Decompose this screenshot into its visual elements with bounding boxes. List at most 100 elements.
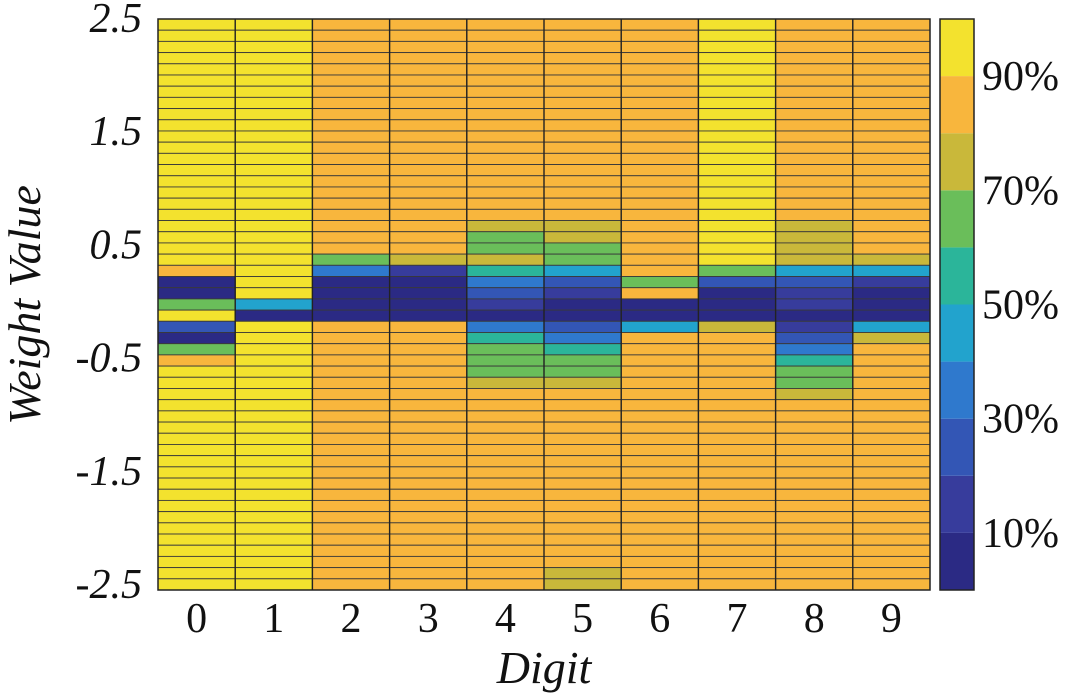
heatmap-cell xyxy=(543,197,622,210)
heatmap-cell xyxy=(466,175,545,188)
heatmap-cell xyxy=(466,197,545,210)
heatmap-cell xyxy=(697,488,777,501)
heatmap-cell xyxy=(775,141,854,154)
heatmap-cell xyxy=(697,533,777,546)
heatmap-cell xyxy=(157,208,236,221)
heatmap-cell xyxy=(157,399,236,412)
heatmap-cell xyxy=(389,96,468,110)
heatmap-cell xyxy=(466,253,545,266)
heatmap-cell xyxy=(852,208,931,221)
heatmap-cell xyxy=(620,533,699,546)
heatmap-cell xyxy=(620,488,699,501)
heatmap-cell xyxy=(775,376,854,389)
heatmap-cell xyxy=(234,533,313,546)
heatmap-cell xyxy=(389,388,468,401)
heatmap-cell xyxy=(543,533,622,546)
heatmap-cell xyxy=(620,197,699,210)
heatmap-cell xyxy=(543,63,622,76)
heatmap-cell xyxy=(620,52,699,65)
heatmap-cell xyxy=(466,354,545,367)
heatmap-cell xyxy=(466,365,545,378)
heatmap-cell xyxy=(466,455,545,468)
heatmap-cell xyxy=(775,164,854,177)
heatmap-cell xyxy=(697,287,777,300)
heatmap-cell xyxy=(775,477,854,490)
heatmap-cell xyxy=(697,74,777,87)
heatmap-cell xyxy=(466,511,545,524)
heatmap-cell xyxy=(157,40,236,54)
heatmap-cell xyxy=(389,477,468,490)
heatmap-cell xyxy=(543,74,622,87)
heatmap-cell xyxy=(775,231,854,244)
heatmap-cell xyxy=(852,52,931,65)
x-tick-label: 6 xyxy=(649,596,670,642)
heatmap-cell xyxy=(852,432,931,445)
heatmap-cell xyxy=(157,152,236,166)
heatmap-cell xyxy=(697,52,777,65)
heatmap-cell xyxy=(466,343,545,356)
heatmap-cell xyxy=(234,298,313,311)
heatmap-cell xyxy=(234,354,313,367)
heatmap-cell xyxy=(311,432,391,445)
heatmap-cell xyxy=(852,242,931,255)
heatmap-cell xyxy=(466,74,545,87)
heatmap-cell xyxy=(311,186,391,199)
y-tick-label: 0.5 xyxy=(90,222,143,268)
heatmap-cell xyxy=(311,354,391,367)
heatmap-cell xyxy=(543,108,622,121)
heatmap-cell xyxy=(234,287,313,300)
heatmap-cell xyxy=(389,298,468,311)
heatmap-cell xyxy=(466,320,545,333)
heatmap-cell xyxy=(234,231,313,244)
heatmap-cell xyxy=(466,555,545,569)
heatmap-cell xyxy=(157,253,236,266)
heatmap-cell xyxy=(543,499,622,513)
heatmap-cell xyxy=(697,388,777,401)
heatmap-cell xyxy=(852,152,931,166)
heatmap-cell xyxy=(620,130,699,143)
heatmap-cell xyxy=(543,276,622,289)
heatmap-cell xyxy=(543,421,622,434)
heatmap-cell xyxy=(311,164,391,177)
heatmap-cell xyxy=(389,164,468,177)
y-tick-label: 1.5 xyxy=(90,109,143,155)
heatmap-cell xyxy=(775,432,854,445)
heatmap-cell xyxy=(389,119,468,132)
heatmap-cell xyxy=(311,320,391,333)
x-tick-label: 9 xyxy=(881,596,902,642)
heatmap-cell xyxy=(620,343,699,356)
heatmap-cell xyxy=(234,544,313,557)
heatmap-cell xyxy=(157,119,236,132)
heatmap-cell xyxy=(234,130,313,143)
colorbar-tick-label: 50% xyxy=(982,283,1059,329)
heatmap-cell xyxy=(389,40,468,54)
heatmap-cell xyxy=(543,376,622,389)
heatmap-cell xyxy=(311,578,391,591)
heatmap-cell xyxy=(389,74,468,87)
heatmap-cell xyxy=(234,242,313,255)
heatmap-cell xyxy=(543,309,622,322)
heatmap-cell xyxy=(234,455,313,468)
heatmap-cell xyxy=(775,40,854,54)
heatmap-cell xyxy=(234,52,313,65)
heatmap-cell xyxy=(157,444,236,457)
heatmap-cell xyxy=(311,74,391,87)
heatmap-cell xyxy=(466,18,545,31)
heatmap-cell xyxy=(852,231,931,244)
heatmap-cell xyxy=(620,544,699,557)
colorbar-border xyxy=(939,18,975,591)
colorbar-tick-label: 10% xyxy=(982,511,1059,557)
heatmap-cell xyxy=(543,466,622,479)
heatmap-cell xyxy=(620,320,699,333)
heatmap-cell xyxy=(389,432,468,445)
heatmap-cell xyxy=(466,242,545,255)
heatmap-cell xyxy=(543,29,622,42)
heatmap-cell xyxy=(543,354,622,367)
heatmap-cell xyxy=(234,432,313,445)
colorbar-segment xyxy=(940,475,974,533)
heatmap-cell xyxy=(466,477,545,490)
heatmap-cell xyxy=(466,444,545,457)
heatmap-cell xyxy=(157,332,236,345)
x-axis-label: Digit xyxy=(496,642,593,693)
colorbar-segment xyxy=(940,418,974,476)
